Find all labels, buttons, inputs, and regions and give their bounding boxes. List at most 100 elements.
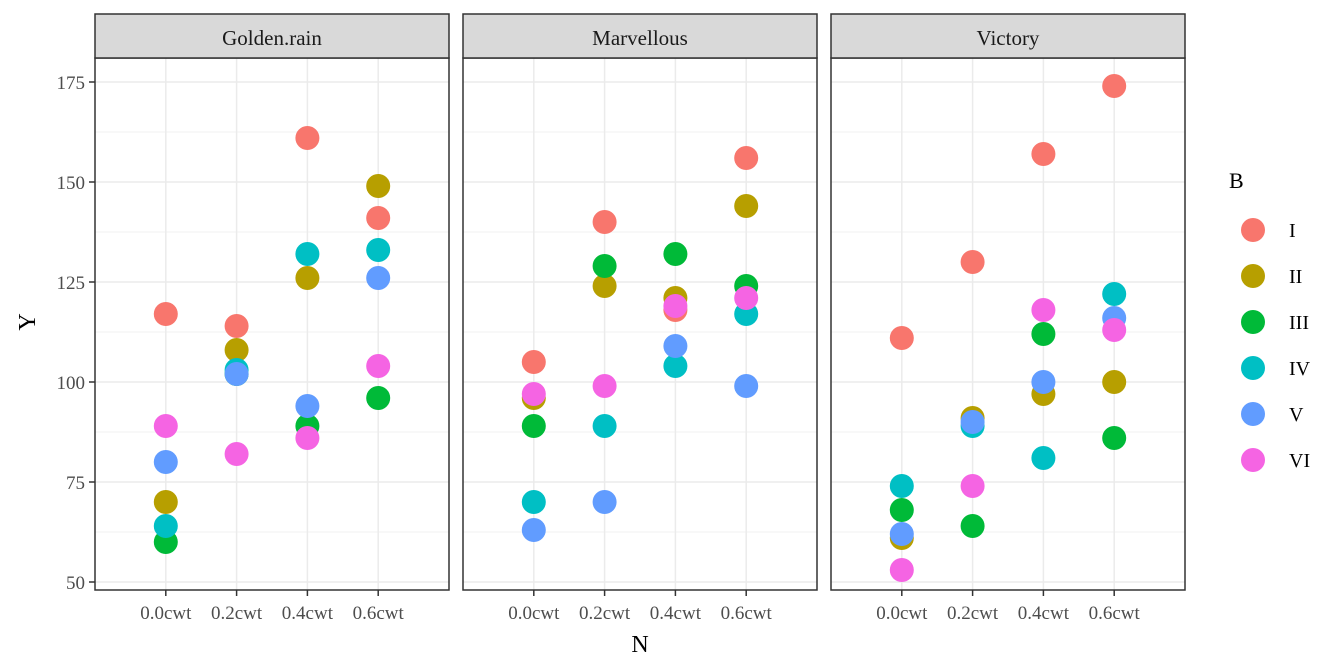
point-VI-0.2cwt (592, 374, 617, 398)
point-II-0.6cwt (1102, 370, 1127, 394)
x-tick-label: 0.6cwt (721, 603, 773, 624)
legend-label-V: V (1289, 404, 1304, 426)
point-IV-0.0cwt (521, 490, 546, 514)
y-tick-label: 50 (66, 573, 85, 594)
panel-background (463, 58, 817, 590)
point-II-0.0cwt (153, 490, 178, 514)
point-III-0.6cwt (366, 386, 391, 410)
legend-key-IV (1241, 356, 1265, 380)
legend-key-VI (1241, 448, 1265, 472)
x-axis-title: N (631, 632, 648, 658)
x-tick-label: 0.4cwt (282, 603, 334, 624)
point-IV-0.4cwt (295, 242, 320, 266)
point-II-0.2cwt (592, 274, 617, 298)
point-VI-0.4cwt (663, 294, 688, 318)
x-tick-label: 0.2cwt (947, 603, 999, 624)
legend-label-II: II (1289, 266, 1302, 288)
x-tick-label: 0.0cwt (140, 603, 192, 624)
point-I-0.6cwt (1102, 74, 1127, 98)
x-tick-label: 0.0cwt (508, 603, 560, 624)
y-axis-title: Y (15, 313, 41, 330)
facet-panel-marvellous: Marvellous (462, 13, 818, 591)
point-I-0.0cwt (521, 350, 546, 374)
point-I-0.4cwt (1031, 142, 1056, 166)
point-III-0.2cwt (592, 254, 617, 278)
point-V-0.2cwt (592, 490, 617, 514)
point-I-0.6cwt (366, 206, 391, 230)
legend-label-III: III (1289, 312, 1309, 334)
point-VI-0.0cwt (889, 558, 914, 582)
point-III-0.0cwt (521, 414, 546, 438)
point-IV-0.2cwt (592, 414, 617, 438)
point-VI-0.4cwt (295, 426, 320, 450)
point-IV-0.0cwt (153, 514, 178, 538)
point-V-0.0cwt (521, 518, 546, 542)
point-IV-0.6cwt (366, 238, 391, 262)
point-V-0.2cwt (960, 410, 985, 434)
point-I-0.6cwt (734, 146, 759, 170)
point-II-0.4cwt (295, 266, 320, 290)
point-II-0.6cwt (366, 174, 391, 198)
point-V-0.4cwt (295, 394, 320, 418)
point-I-0.0cwt (153, 302, 178, 326)
legend-label-I: I (1289, 220, 1296, 242)
point-IV-0.0cwt (889, 474, 914, 498)
strip-background (94, 13, 450, 59)
point-VI-0.2cwt (960, 474, 985, 498)
point-V-0.0cwt (889, 522, 914, 546)
legend-key-II (1241, 264, 1265, 288)
point-I-0.2cwt (592, 210, 617, 234)
point-VI-0.4cwt (1031, 298, 1056, 322)
point-VI-0.6cwt (1102, 318, 1127, 342)
point-III-0.4cwt (1031, 322, 1056, 346)
point-I-0.2cwt (224, 314, 249, 338)
point-V-0.0cwt (153, 450, 178, 474)
point-IV-0.4cwt (1031, 446, 1056, 470)
y-tick-label: 100 (57, 373, 86, 394)
facet-panel-golden-rain: Golden.rain (94, 13, 450, 591)
point-I-0.0cwt (889, 326, 914, 350)
x-tick-label: 0.2cwt (211, 603, 263, 624)
legend-title: B (1229, 168, 1244, 193)
point-IV-0.4cwt (663, 354, 688, 378)
point-V-0.6cwt (734, 374, 759, 398)
point-VI-0.6cwt (734, 286, 759, 310)
panel-background (95, 58, 449, 590)
facet-panel-victory: Victory (830, 13, 1186, 591)
y-tick-label: 175 (57, 73, 86, 94)
point-V-0.4cwt (663, 334, 688, 358)
legend-key-V (1241, 402, 1265, 426)
point-VI-0.2cwt (224, 442, 249, 466)
point-I-0.4cwt (295, 126, 320, 150)
y-tick-label: 75 (66, 473, 85, 494)
point-III-0.0cwt (889, 498, 914, 522)
x-tick-label: 0.4cwt (650, 603, 702, 624)
point-III-0.6cwt (1102, 426, 1127, 450)
strip-label: Golden.rain (222, 26, 322, 50)
panels-layer: Golden.rain Marvellous Victory (94, 13, 1186, 591)
point-V-0.6cwt (366, 266, 391, 290)
legend-label-VI: VI (1289, 450, 1310, 472)
x-tick-label: 0.2cwt (579, 603, 631, 624)
x-tick-label: 0.4cwt (1018, 603, 1070, 624)
point-IV-0.6cwt (1102, 282, 1127, 306)
point-III-0.4cwt (663, 242, 688, 266)
x-tick-label: 0.0cwt (876, 603, 928, 624)
strip-label: Victory (977, 26, 1040, 50)
y-tick-label: 125 (57, 273, 86, 294)
strip-background (830, 13, 1186, 59)
axes-layer: 0.0cwt 0.2cwt 0.4cwt 0.6cwt 0.0cwt 0.2cwt 0.4c… (57, 73, 1141, 624)
point-II-0.2cwt (224, 338, 249, 362)
legend-key-I (1241, 218, 1265, 242)
legend-key-III (1241, 310, 1265, 334)
x-tick-label: 0.6cwt (1089, 603, 1141, 624)
point-V-0.2cwt (224, 362, 249, 386)
point-II-0.6cwt (734, 194, 759, 218)
point-VI-0.6cwt (366, 354, 391, 378)
point-VI-0.0cwt (521, 382, 546, 406)
legend-label-IV: IV (1289, 358, 1311, 380)
point-VI-0.0cwt (153, 414, 178, 438)
strip-background (462, 13, 818, 59)
